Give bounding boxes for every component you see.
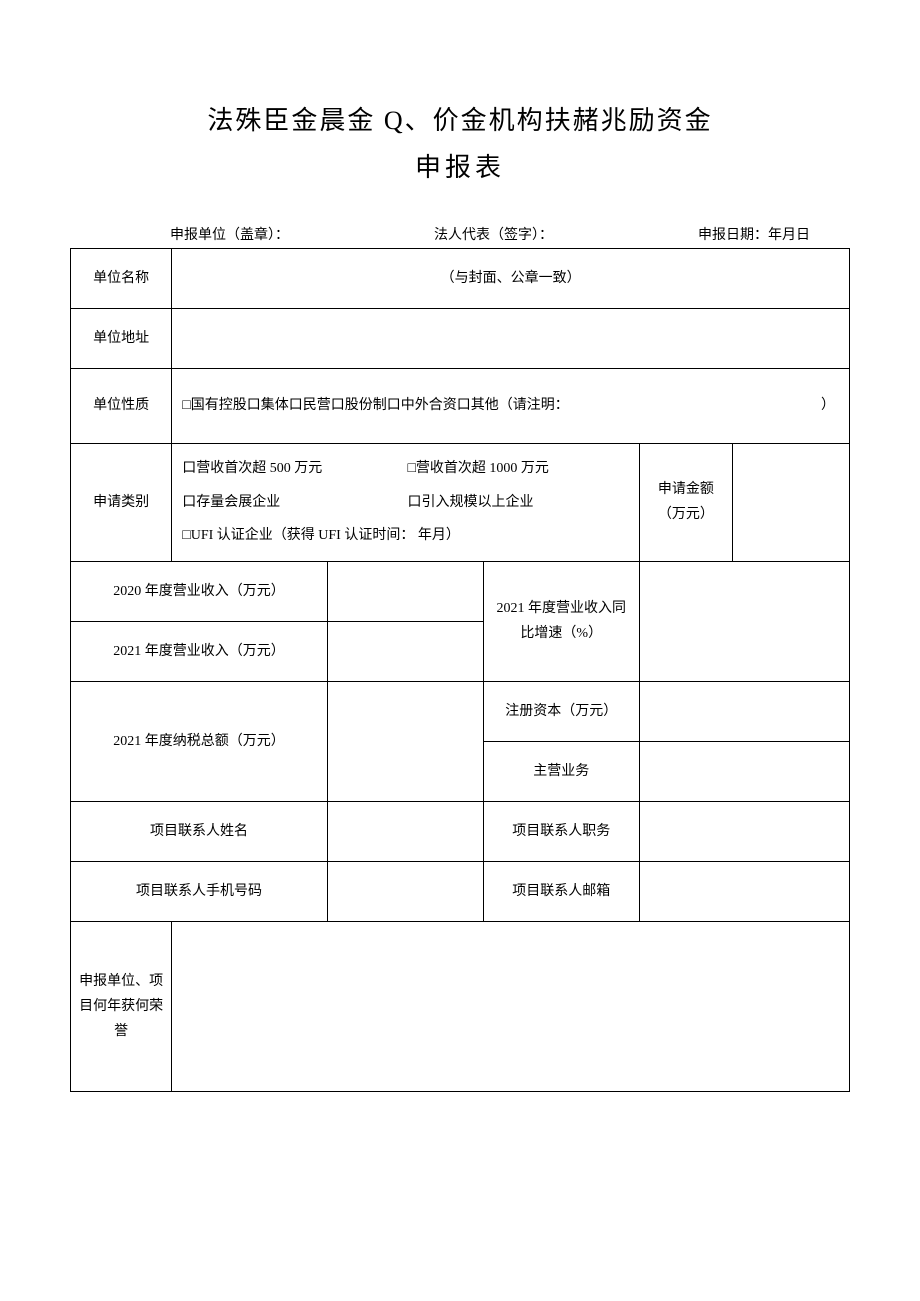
revenue-2021-label: 2021 年度营业收入（万元） — [71, 621, 328, 681]
unit-address-label: 单位地址 — [71, 309, 172, 369]
contact-name-value[interactable] — [328, 801, 484, 861]
revenue-2021-value[interactable] — [328, 621, 484, 681]
row-unit-address: 单位地址 — [71, 309, 850, 369]
main-business-value[interactable] — [639, 741, 849, 801]
tax-2021-value[interactable] — [328, 681, 484, 801]
revenue-growth-value[interactable] — [639, 561, 849, 681]
honors-value[interactable] — [172, 921, 850, 1091]
row-tax-regcap: 2021 年度纳税总额（万元） 注册资本（万元） — [71, 681, 850, 741]
row-contact-phone: 项目联系人手机号码 项目联系人邮箱 — [71, 861, 850, 921]
main-business-label: 主营业务 — [483, 741, 639, 801]
row-honors: 申报单位、项目何年获何荣誉 — [71, 921, 850, 1091]
unit-nature-label: 单位性质 — [71, 369, 172, 444]
revenue-2020-label: 2020 年度营业收入（万元） — [71, 561, 328, 621]
category-opt-500: 口营收首次超 500 万元 — [182, 452, 407, 486]
apply-category-options[interactable]: 口营收首次超 500 万元 □营收首次超 1000 万元 口存量会展企业 口引入… — [172, 444, 639, 562]
contact-phone-label: 项目联系人手机号码 — [71, 861, 328, 921]
unit-nature-close: ） — [821, 393, 843, 418]
applicant-unit-label: 申报单位（盖章）： — [170, 224, 289, 244]
apply-category-label: 申请类别 — [71, 444, 172, 562]
reg-capital-label: 注册资本（万元） — [483, 681, 639, 741]
row-revenue-2020: 2020 年度营业收入（万元） 2021 年度营业收入同比增速（%） — [71, 561, 850, 621]
revenue-2020-value[interactable] — [328, 561, 484, 621]
row-contact-name: 项目联系人姓名 项目联系人职务 — [71, 801, 850, 861]
application-form-table: 单位名称 （与封面、公章一致） 单位地址 单位性质 □国有控股口集体口民营口股份… — [70, 248, 850, 1092]
row-unit-nature: 单位性质 □国有控股口集体口民营口股份制口中外合资口其他（请注明： ） — [71, 369, 850, 444]
category-opt-ufi: □UFI 认证企业（获得 UFI 认证时间： 年月） — [182, 519, 632, 553]
row-unit-name: 单位名称 （与封面、公章一致） — [71, 249, 850, 309]
honors-label: 申报单位、项目何年获何荣誉 — [71, 921, 172, 1091]
legal-rep-label: 法人代表（签字）： — [434, 224, 553, 244]
contact-email-label: 项目联系人邮箱 — [483, 861, 639, 921]
document-title-line2: 申报表 — [70, 147, 850, 184]
category-opt-1000: □营收首次超 1000 万元 — [407, 452, 548, 486]
apply-date-label: 申报日期：年月日 — [698, 224, 810, 244]
document-title-line1: 法殊臣金晨金 Q、价金机构扶赭兆励资金 — [70, 100, 850, 137]
revenue-growth-label: 2021 年度营业收入同比增速（%） — [483, 561, 639, 681]
category-opt-scale: 口引入规模以上企业 — [407, 486, 533, 520]
unit-nature-text: □国有控股口集体口民营口股份制口中外合资口其他（请注明： — [182, 398, 568, 413]
header-meta-row: 申报单位（盖章）： 法人代表（签字）： 申报日期：年月日 — [70, 224, 850, 244]
contact-email-value[interactable] — [639, 861, 849, 921]
contact-phone-value[interactable] — [328, 861, 484, 921]
row-apply-category: 申请类别 口营收首次超 500 万元 □营收首次超 1000 万元 口存量会展企… — [71, 444, 850, 562]
unit-nature-value[interactable]: □国有控股口集体口民营口股份制口中外合资口其他（请注明： ） — [172, 369, 850, 444]
unit-address-value[interactable] — [172, 309, 850, 369]
unit-name-label: 单位名称 — [71, 249, 172, 309]
apply-amount-label: 申请金额（万元） — [639, 444, 732, 562]
contact-name-label: 项目联系人姓名 — [71, 801, 328, 861]
contact-title-label: 项目联系人职务 — [483, 801, 639, 861]
contact-title-value[interactable] — [639, 801, 849, 861]
tax-2021-label: 2021 年度纳税总额（万元） — [71, 681, 328, 801]
category-opt-stock: 口存量会展企业 — [182, 486, 407, 520]
reg-capital-value[interactable] — [639, 681, 849, 741]
unit-name-value[interactable]: （与封面、公章一致） — [172, 249, 850, 309]
apply-amount-value[interactable] — [733, 444, 850, 562]
